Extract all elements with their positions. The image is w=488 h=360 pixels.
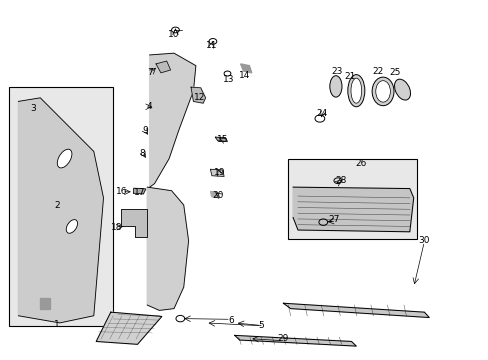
Polygon shape — [96, 312, 162, 344]
Ellipse shape — [371, 77, 393, 106]
Polygon shape — [215, 137, 227, 141]
Polygon shape — [292, 187, 413, 232]
Text: 6: 6 — [227, 315, 233, 324]
Polygon shape — [147, 187, 188, 310]
Text: 1: 1 — [54, 320, 60, 329]
Bar — [9, 87, 113, 327]
Text: 22: 22 — [372, 67, 383, 76]
Ellipse shape — [347, 75, 364, 107]
Text: 5: 5 — [258, 321, 264, 330]
Polygon shape — [40, 298, 50, 309]
Ellipse shape — [350, 78, 361, 103]
Bar — [287, 158, 416, 239]
Text: 29: 29 — [277, 334, 288, 343]
Text: 11: 11 — [205, 41, 217, 50]
Polygon shape — [133, 188, 145, 194]
Text: 15: 15 — [216, 135, 228, 144]
Text: 19: 19 — [213, 168, 224, 177]
Polygon shape — [120, 208, 147, 237]
Text: 12: 12 — [193, 93, 204, 102]
Text: 13: 13 — [223, 76, 234, 85]
Polygon shape — [240, 64, 251, 73]
Text: 10: 10 — [168, 30, 180, 39]
Ellipse shape — [329, 76, 341, 97]
Text: 20: 20 — [212, 190, 223, 199]
Polygon shape — [19, 98, 103, 323]
Ellipse shape — [375, 81, 389, 102]
Text: 3: 3 — [30, 104, 36, 113]
Text: 8: 8 — [139, 149, 145, 158]
Ellipse shape — [57, 149, 72, 168]
Text: 23: 23 — [330, 67, 342, 76]
Polygon shape — [210, 169, 224, 176]
Text: 4: 4 — [146, 102, 152, 111]
Polygon shape — [234, 336, 356, 346]
Text: 7: 7 — [146, 68, 152, 77]
Text: 26: 26 — [355, 159, 366, 168]
Text: 14: 14 — [238, 71, 250, 80]
Ellipse shape — [394, 79, 409, 100]
Text: 9: 9 — [142, 126, 147, 135]
Polygon shape — [149, 53, 196, 187]
Polygon shape — [191, 87, 205, 103]
Text: 27: 27 — [328, 215, 340, 224]
Text: 2: 2 — [54, 201, 60, 210]
Text: 28: 28 — [334, 176, 346, 185]
Ellipse shape — [66, 220, 78, 233]
Polygon shape — [156, 61, 170, 73]
Text: 18: 18 — [111, 222, 122, 231]
Text: 21: 21 — [344, 72, 355, 81]
Text: 17: 17 — [134, 188, 145, 197]
Text: 24: 24 — [316, 109, 327, 118]
Text: 30: 30 — [418, 236, 429, 245]
Polygon shape — [210, 192, 219, 198]
Polygon shape — [283, 303, 428, 318]
Text: 16: 16 — [116, 187, 127, 196]
Text: 25: 25 — [389, 68, 400, 77]
